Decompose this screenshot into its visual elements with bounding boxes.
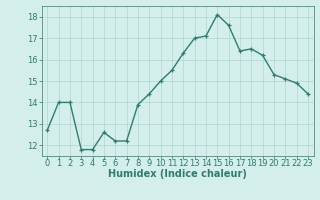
X-axis label: Humidex (Indice chaleur): Humidex (Indice chaleur) [108,169,247,179]
